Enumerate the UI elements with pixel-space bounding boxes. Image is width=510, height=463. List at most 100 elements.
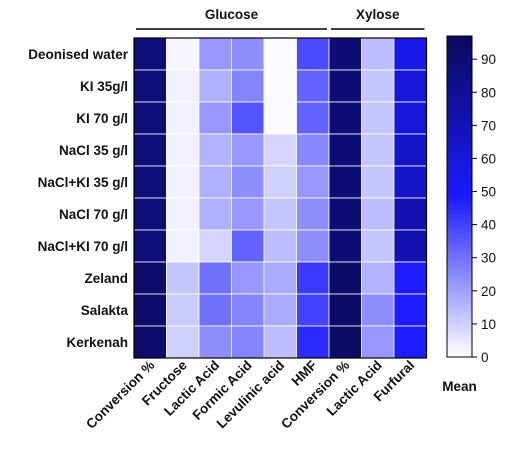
- heatmap-cell: [393, 37, 427, 71]
- heatmap-cell: [166, 69, 200, 103]
- heatmap-cell: [296, 293, 330, 327]
- heatmap-cell: [328, 69, 362, 103]
- row-label: NaCl 70 g/l: [59, 207, 128, 222]
- heatmap-cell: [166, 197, 200, 231]
- heatmap-cell: [393, 261, 427, 295]
- heatmap-cell: [133, 261, 167, 295]
- heatmap-cell: [263, 261, 297, 295]
- colorbar-tick-label: 60: [481, 151, 496, 166]
- heatmap-cell: [133, 37, 167, 71]
- heatmap-cell: [166, 165, 200, 199]
- heatmap-cell: [393, 197, 427, 231]
- colorbar-gradient: [446, 35, 473, 358]
- row-label: NaCl 35 g/l: [59, 143, 128, 158]
- heatmap-cell: [393, 69, 427, 103]
- heatmap-cell: [133, 69, 167, 103]
- heatmap-cell: [133, 101, 167, 135]
- heatmap-cell: [166, 101, 200, 135]
- heatmap-cell: [361, 101, 395, 135]
- colorbar-tick-label: 70: [481, 118, 496, 133]
- heatmap-cell: [133, 229, 167, 263]
- heatmap-cell: [133, 165, 167, 199]
- heatmap-cell: [393, 165, 427, 199]
- heatmap-cell: [231, 37, 265, 71]
- row-label: Deonised water: [28, 47, 129, 62]
- heatmap-cell: [361, 37, 395, 71]
- heatmap-cell: [231, 325, 265, 359]
- colorbar-tick-label: 40: [481, 218, 496, 233]
- heatmap-cell: [296, 261, 330, 295]
- heatmap-cell: [231, 101, 265, 135]
- heatmap-cell: [361, 197, 395, 231]
- heatmap-cell: [166, 261, 200, 295]
- heatmap-cell: [263, 37, 297, 71]
- heatmap-cell: [361, 69, 395, 103]
- row-label: NaCl+KI 35 g/l: [38, 175, 128, 190]
- heatmap-cell: [231, 197, 265, 231]
- heatmap-cell: [166, 229, 200, 263]
- heatmap-cell: [361, 325, 395, 359]
- heatmap-border: [133, 37, 428, 359]
- heatmap-cell: [198, 133, 232, 167]
- heatmap-cell: [263, 325, 297, 359]
- row-label: Zeland: [84, 271, 128, 286]
- heatmap-cell: [296, 133, 330, 167]
- heatmap-cell: [198, 325, 232, 359]
- heatmap-cell: [198, 293, 232, 327]
- heatmap-cell: [133, 133, 167, 167]
- heatmap-cells: [133, 37, 428, 359]
- heatmap-cell: [198, 197, 232, 231]
- heatmap-cell: [166, 293, 200, 327]
- heatmap-cell: [328, 229, 362, 263]
- heatmap-cell: [393, 133, 427, 167]
- colorbar: 0 10 20 30 40 50 60 70 80 90 Mean: [442, 35, 496, 394]
- heatmap-cell: [166, 37, 200, 71]
- heatmap-cell: [133, 197, 167, 231]
- heatmap-cell: [231, 133, 265, 167]
- heatmap-cell: [328, 133, 362, 167]
- heatmap-cell: [361, 165, 395, 199]
- heatmap-cell: [296, 325, 330, 359]
- heatmap-cell: [393, 229, 427, 263]
- heatmap-cell: [361, 229, 395, 263]
- heatmap-cell: [393, 101, 427, 135]
- colorbar-tick-label: 30: [481, 251, 496, 266]
- heatmap-cell: [263, 197, 297, 231]
- heatmap-cell: [263, 229, 297, 263]
- heatmap-cell: [393, 293, 427, 327]
- heatmap-cell: [296, 69, 330, 103]
- heatmap-cell: [231, 165, 265, 199]
- heatmap-cell: [198, 261, 232, 295]
- heatmap-cell: [328, 197, 362, 231]
- heatmap-cell: [328, 37, 362, 71]
- colorbar-tick-label: 0: [481, 350, 489, 365]
- row-label: KI 70 g/l: [76, 111, 128, 126]
- heatmap-cell: [198, 165, 232, 199]
- heatmap-cell: [263, 165, 297, 199]
- heatmap-cell: [296, 197, 330, 231]
- heatmap-cell: [296, 229, 330, 263]
- heatmap-cell: [133, 325, 167, 359]
- heatmap-cell: [133, 293, 167, 327]
- row-label: Kerkenah: [66, 335, 128, 350]
- group-label: Glucose: [205, 7, 259, 22]
- colorbar-tick-label: 20: [481, 284, 496, 299]
- row-labels: Deonised water KI 35g/l KI 70 g/l NaCl 35 g…: [28, 47, 129, 350]
- heatmap-cell: [328, 165, 362, 199]
- heatmap-cell: [231, 69, 265, 103]
- heatmap-cell: [263, 293, 297, 327]
- heatmap-cell: [296, 101, 330, 135]
- heatmap-cell: [361, 293, 395, 327]
- colorbar-tick-label: 90: [481, 52, 496, 67]
- heatmap-cell: [263, 69, 297, 103]
- heatmap-cell: [198, 101, 232, 135]
- heatmap-cell: [361, 261, 395, 295]
- column-groups: Glucose Xylose: [136, 7, 425, 30]
- colorbar-tick-label: 10: [481, 317, 496, 332]
- row-label: KI 35g/l: [80, 79, 128, 94]
- heatmap-cell: [328, 293, 362, 327]
- heatmap-cell: [231, 229, 265, 263]
- heatmap-cell: [231, 261, 265, 295]
- heatmap-cell: [296, 165, 330, 199]
